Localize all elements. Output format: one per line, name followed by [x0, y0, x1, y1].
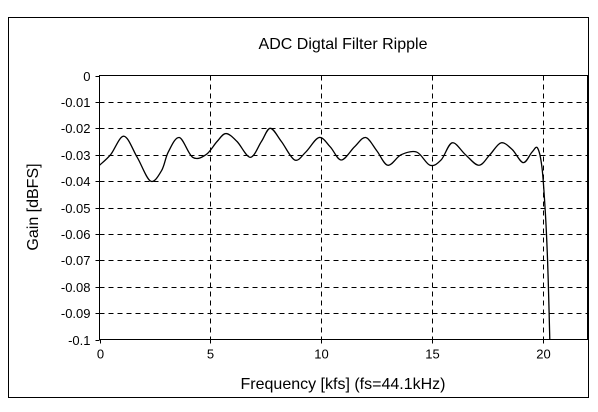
x-tick-label: 5	[207, 347, 214, 362]
series-line	[99, 127, 551, 340]
y-tick-label: -0.05	[61, 201, 91, 216]
ticks-layer: 0 -0.01 -0.02 -0.03 -0.04 -0.05 -0.06 -0.07 -0.0…	[61, 69, 551, 362]
x-axis-label: Frequency [kfs] (fs=44.1kHz)	[241, 376, 446, 393]
y-tick-label: -0.06	[61, 227, 91, 242]
y-tick-label: -0.03	[61, 148, 91, 163]
grid-layer	[99, 75, 588, 340]
x-tick-label: 20	[536, 347, 550, 362]
x-tick-label: 15	[425, 347, 439, 362]
y-tick-label: -0.07	[61, 253, 91, 268]
y-tick-label: 0	[83, 69, 90, 84]
y-tick-label: -0.02	[61, 121, 91, 136]
chart-title: ADC Digtal Filter Ripple	[259, 36, 428, 53]
y-tick-label: -0.09	[61, 306, 91, 321]
chart-frame	[8, 17, 589, 398]
series-layer	[99, 127, 551, 340]
y-tick-label: -0.01	[61, 95, 91, 110]
x-tick-label: 0	[97, 347, 104, 362]
y-tick-label: -0.1	[68, 333, 90, 348]
y-tick-label: -0.08	[61, 280, 91, 295]
y-tick-label: -0.04	[61, 174, 91, 189]
y-axis-label: Gain [dBFS]	[25, 163, 42, 250]
plot-area-border	[99, 75, 588, 340]
x-tick-label: 10	[314, 347, 328, 362]
